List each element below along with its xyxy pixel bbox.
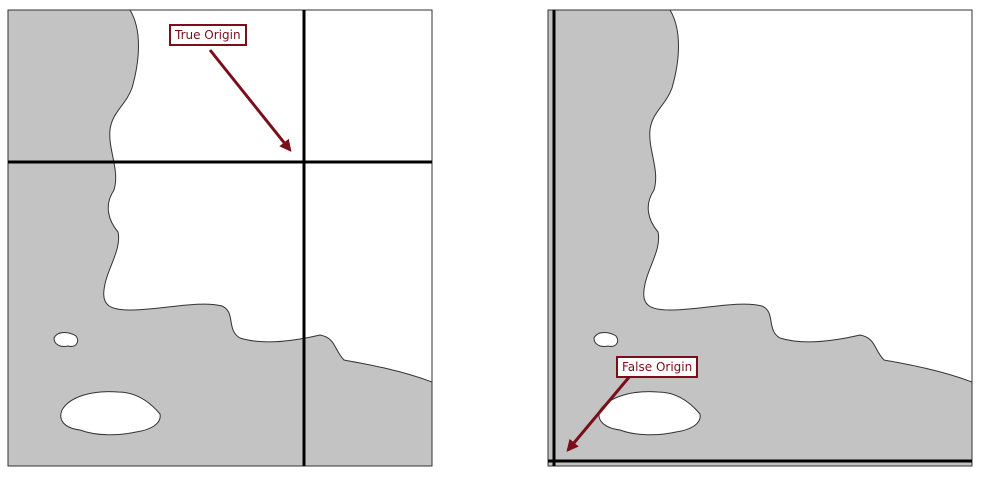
small-island bbox=[593, 332, 619, 347]
false-origin-label: False Origin bbox=[616, 356, 699, 378]
large-island bbox=[60, 391, 161, 436]
right-map-frame bbox=[547, 9, 973, 467]
false-origin-arrow bbox=[566, 375, 632, 452]
large-island bbox=[598, 391, 701, 436]
true-origin-arrow bbox=[208, 49, 292, 152]
left-map-frame bbox=[7, 9, 433, 467]
water-body bbox=[643, 10, 972, 383]
small-island bbox=[53, 332, 79, 347]
true-origin-label: True Origin bbox=[169, 24, 247, 46]
water-body bbox=[103, 10, 432, 383]
